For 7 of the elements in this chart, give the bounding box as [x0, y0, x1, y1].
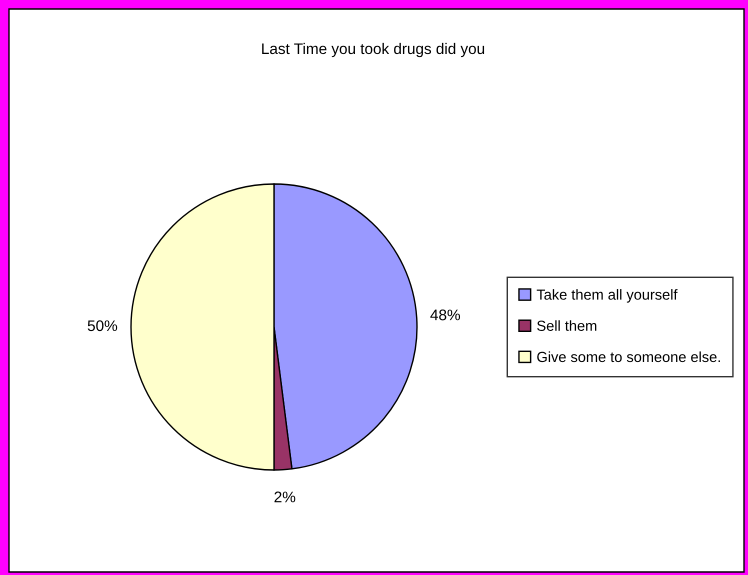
legend-label: Take them all yourself [536, 289, 678, 303]
chart-title: Last Time you took drugs did you [262, 42, 484, 58]
data-label: 48% [430, 310, 460, 320]
legend-label: Sell them [537, 320, 596, 331]
legend-label: Give some to someone else. [537, 351, 720, 362]
data-label: 50% [88, 320, 118, 332]
data-label: 2% [274, 492, 296, 502]
